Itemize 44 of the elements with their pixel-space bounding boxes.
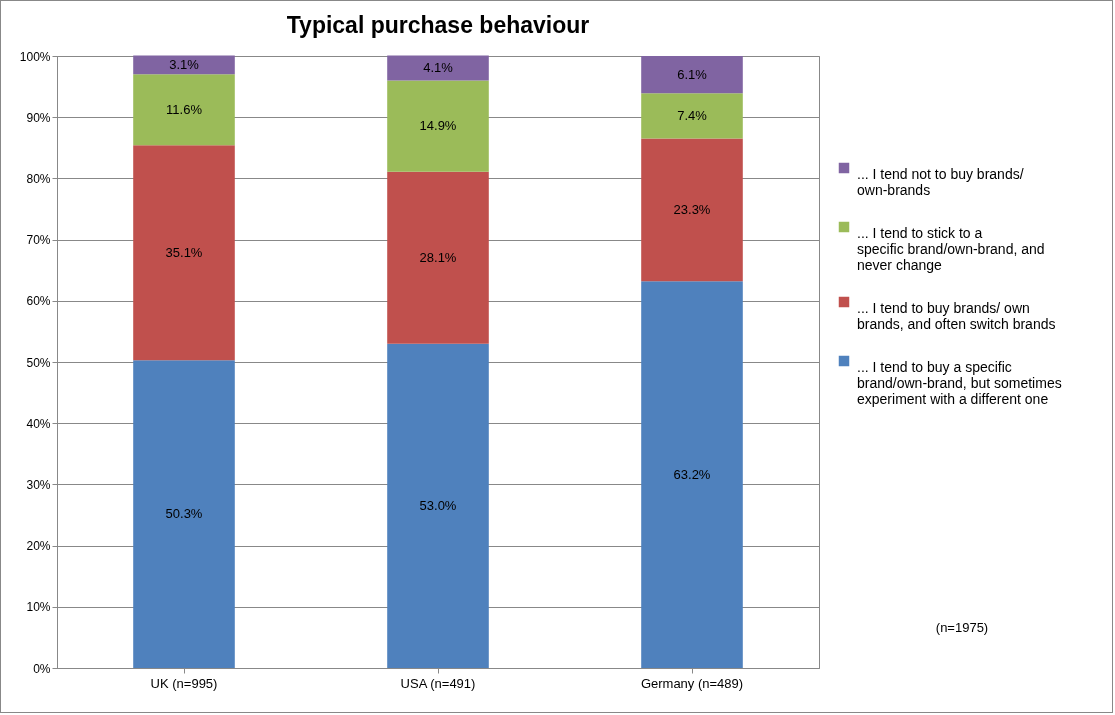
data-label: 7.4% <box>677 107 708 123</box>
data-label: 23.3% <box>673 201 711 217</box>
bar <box>641 93 743 139</box>
y-tick-label: 90% <box>26 110 51 125</box>
text: (n=1975) <box>935 620 989 635</box>
data-label: 6.1% <box>677 66 708 82</box>
chart-title: Typical purchase behaviour <box>286 12 590 38</box>
y-tick-label: 70% <box>26 233 51 248</box>
data-label: 3.1% <box>169 56 200 72</box>
bar <box>387 343 489 668</box>
legend-label: ... I tend not to buy brands/ own-brands <box>857 166 1024 198</box>
legend-label: ... I tend to buy a specific brand/own-brand, but sometimes experiment with a different one <box>857 359 1062 407</box>
x-tick-label: UK (n=995) <box>150 675 218 691</box>
bar <box>641 56 743 94</box>
x-tick-label: Germany (n=489) <box>640 675 744 691</box>
bar <box>133 55 235 75</box>
y-tick-label: 30% <box>26 477 51 492</box>
bar <box>387 80 489 172</box>
bar <box>641 138 743 282</box>
data-label: 11.6% <box>166 101 203 117</box>
bar <box>641 281 743 668</box>
y-tick-label: 40% <box>26 416 51 431</box>
bar <box>133 145 235 361</box>
y-tick-label: 50% <box>26 355 51 370</box>
bar <box>133 74 235 146</box>
data-label: 4.1% <box>423 59 454 75</box>
y-tick-label: 10% <box>26 600 51 615</box>
data-label: 63.2% <box>673 466 711 482</box>
y-tick-label: 60% <box>26 294 51 309</box>
x-tick-label: USA (n=491) <box>400 675 476 691</box>
data-label: 50.3% <box>165 506 203 522</box>
bar <box>387 171 489 344</box>
bar <box>387 55 489 81</box>
legend-label: ... I tend to buy brands/ own brands, and often switch brands <box>857 300 1056 332</box>
data-label: 28.1% <box>419 249 457 265</box>
y-tick-label: 20% <box>26 539 51 554</box>
legend-label: ... I tend to stick to a specific brand/own-brand, and never change <box>857 225 1045 273</box>
bar <box>133 360 235 668</box>
y-tick-label: 100% <box>19 49 51 64</box>
y-tick-label: 80% <box>26 171 51 186</box>
data-label: 35.1% <box>165 244 203 260</box>
data-label: 53.0% <box>419 497 457 513</box>
y-tick-label: 0% <box>33 661 51 676</box>
data-label: 14.9% <box>419 118 457 134</box>
